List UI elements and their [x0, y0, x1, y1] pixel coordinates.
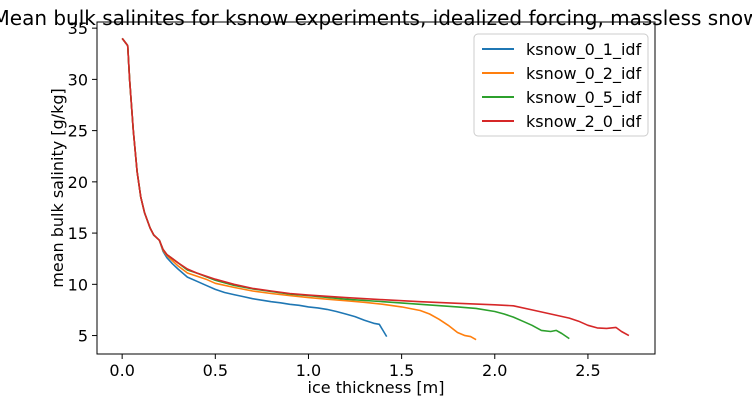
x-tick-label: 0.0 — [109, 361, 134, 380]
x-tick-label: 1.0 — [296, 361, 321, 380]
legend-entry-label: ksnow_0_1_idf — [526, 40, 642, 60]
x-tick-label: 2.0 — [482, 361, 507, 380]
series-layer — [121, 37, 630, 341]
legend-entry-label: ksnow_0_5_idf — [526, 88, 642, 108]
y-tick-label: 10 — [68, 275, 88, 294]
legend-entry-label: ksnow_2_0_idf — [526, 112, 642, 132]
y-tick-label: 15 — [68, 224, 88, 243]
legend-entry-label: ksnow_0_2_idf — [526, 64, 642, 84]
x-tick-label: 0.5 — [203, 361, 228, 380]
x-tick-label: 1.5 — [389, 361, 414, 380]
x-axis-label: ice thickness [m] — [308, 378, 445, 397]
y-axis-label: mean bulk salinity [g/kg] — [48, 88, 67, 287]
y-tick-label: 25 — [68, 122, 88, 141]
x-axis-ticks: 0.0 0.5 1.0 1.5 2.0 2.5 — [109, 354, 601, 380]
y-tick-label: 5 — [78, 327, 88, 346]
x-tick-label: 2.5 — [575, 361, 600, 380]
y-axis-ticks: 5 10 15 20 25 30 35 — [68, 19, 97, 346]
legend: ksnow_0_1_idf ksnow_0_2_idf ksnow_0_5_idfk… — [473, 33, 649, 137]
plot-area — [96, 21, 656, 355]
y-tick-label: 35 — [68, 19, 88, 38]
chart-title: Mean bulk salinites for ksnow experiment… — [0, 6, 752, 30]
series-line-ksnow-2-0-idf — [121, 37, 630, 337]
y-tick-label: 30 — [68, 70, 88, 89]
y-tick-label: 20 — [68, 173, 88, 192]
legend-box — [473, 33, 649, 137]
